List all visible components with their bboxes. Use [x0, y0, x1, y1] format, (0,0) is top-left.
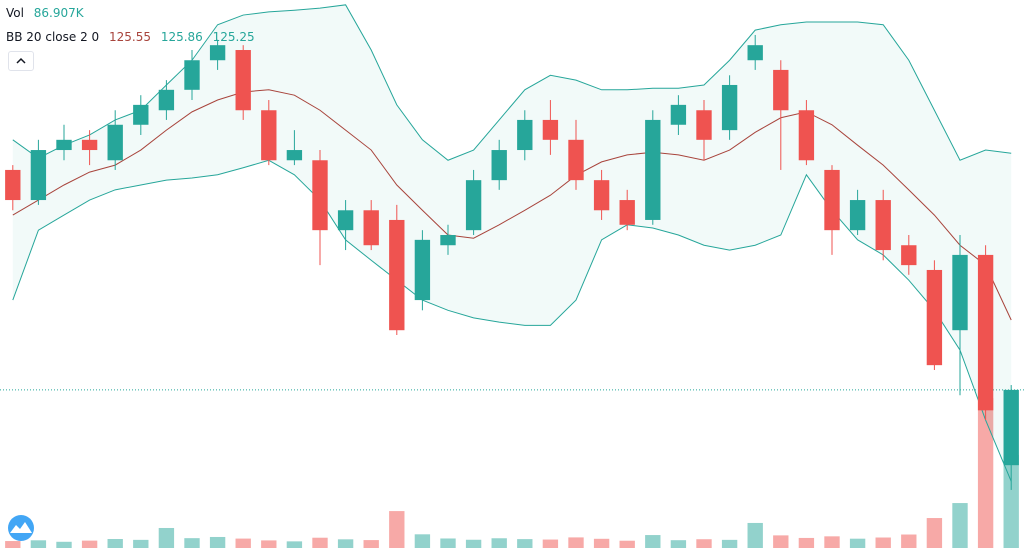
bb-upper: 125.86 [160, 30, 203, 44]
volume-bar [465, 539, 482, 548]
volume-bar [337, 539, 354, 548]
volume-bar [926, 518, 943, 548]
volume-bar [517, 539, 533, 548]
volume-bar [491, 538, 507, 548]
bb-lower-line [12, 159, 1012, 482]
volume-bar [901, 534, 917, 548]
volume-bar [875, 537, 891, 548]
volume-bar [30, 540, 47, 548]
candle-body [209, 45, 226, 61]
bb-upper-line [12, 4, 1012, 161]
candle-body [465, 180, 482, 231]
volume-bar [645, 535, 661, 548]
volume-legend: Vol 86.907K [6, 6, 90, 20]
logo [8, 515, 34, 541]
candle-body [670, 104, 687, 125]
candle-body [107, 124, 123, 161]
volume-bar [158, 527, 175, 548]
candle-body [184, 60, 200, 90]
volume-bar [849, 538, 866, 548]
volume-bar [414, 534, 431, 548]
chevron-icon [16, 57, 26, 64]
candle-body [158, 89, 175, 111]
volume-bar [107, 539, 123, 548]
candle-body [773, 69, 789, 111]
volume-bar [286, 541, 303, 548]
candle-body [926, 269, 943, 366]
candle-body [286, 150, 303, 161]
candle-body [30, 150, 47, 201]
candle-body [721, 84, 738, 131]
candle-body [696, 110, 712, 140]
volume-bar [209, 536, 226, 548]
volume-bar [721, 539, 738, 548]
candle-body [849, 200, 866, 231]
volume-value: 86.907K [33, 6, 84, 20]
candle-body [491, 150, 507, 181]
volume-bar [798, 537, 815, 548]
volume-bar [952, 503, 968, 548]
volume-bar [542, 539, 559, 548]
volume-bar [261, 540, 277, 548]
candle-body [312, 160, 328, 231]
volume-title: Vol [6, 6, 24, 20]
candle-body [901, 245, 917, 266]
candle-body [1003, 389, 1019, 466]
candle-body [517, 119, 533, 151]
volume-bar [81, 540, 98, 548]
candle-body [133, 104, 149, 125]
candle-body [568, 139, 584, 181]
volume-bar [977, 398, 994, 548]
volume-bar [389, 511, 405, 548]
volume-bar [184, 538, 200, 548]
candle-body [977, 254, 994, 411]
volume-bar [696, 539, 712, 548]
bb-legend: BB 20 close 2 0 125.55 125.86 125.25 [6, 30, 261, 44]
candle-body [593, 180, 610, 211]
candle-body [389, 219, 405, 331]
volume-bar [1003, 455, 1019, 548]
volume-bar [235, 538, 251, 548]
volume-bar [670, 540, 687, 548]
volume-bar [363, 540, 379, 548]
volume-bar [747, 522, 763, 548]
candle-body [5, 169, 21, 201]
candle-body [363, 210, 379, 246]
volume-bar [440, 538, 456, 548]
candle-body [414, 239, 431, 301]
candle-body [875, 200, 891, 251]
candle-body [824, 169, 840, 231]
bb-title: BB 20 close 2 0 [6, 30, 100, 44]
bb-basis: 125.55 [109, 30, 151, 44]
volume-bar [619, 540, 635, 548]
candle-body [440, 235, 456, 246]
bb-lower: 125.25 [212, 30, 255, 44]
volume-bar [568, 537, 584, 548]
bb-basis-line [12, 89, 1012, 321]
candle-body [235, 50, 251, 111]
candle-body [56, 139, 72, 151]
candle-body [619, 200, 635, 225]
volume-bar [593, 538, 610, 548]
collapse-button[interactable] [8, 51, 34, 71]
candle-body [81, 139, 98, 151]
candle-body [542, 119, 559, 140]
volume-bar [773, 535, 789, 548]
band-fill [12, 4, 1012, 482]
volume-bar [824, 536, 840, 548]
volume-bar [133, 539, 149, 548]
candle-body [337, 210, 354, 231]
volume-bar [56, 541, 72, 548]
candle-body [798, 110, 815, 161]
candle-body [747, 45, 763, 61]
candle-body [645, 119, 661, 220]
volume-bar [312, 537, 328, 548]
volume-bar [5, 541, 21, 548]
candle-body [952, 254, 968, 331]
candle-body [261, 110, 277, 161]
